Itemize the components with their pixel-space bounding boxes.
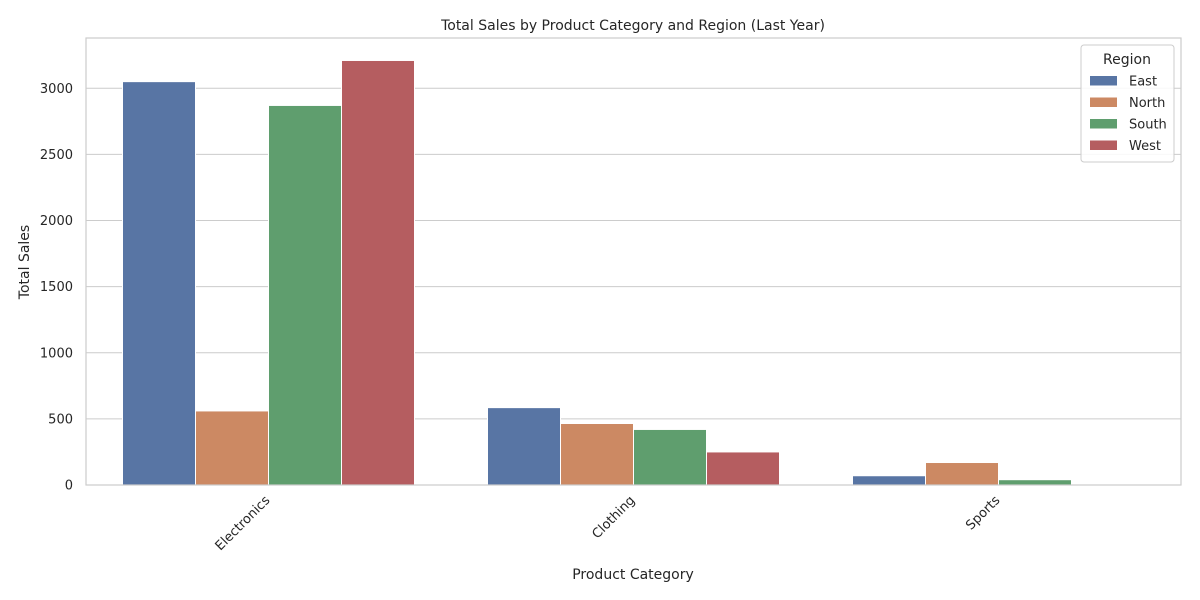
bars	[122, 59, 1072, 486]
legend-label-south: South	[1129, 118, 1167, 133]
y-tick-label: 500	[48, 412, 73, 427]
bar-electronics-north	[195, 410, 269, 486]
y-tick-label: 2000	[40, 214, 73, 229]
legend-label-west: West	[1129, 139, 1161, 154]
legend-swatch-south	[1090, 119, 1117, 129]
y-tick-label: 1000	[40, 346, 73, 361]
x-tick-label: Electronics	[213, 493, 274, 554]
x-tick-label: Clothing	[589, 493, 638, 542]
bar-clothing-south	[633, 428, 707, 486]
y-axis-label: Total Sales	[17, 225, 33, 300]
legend-label-north: North	[1129, 96, 1165, 111]
x-tick-label: Sports	[963, 493, 1003, 533]
x-axis-label: Product Category	[572, 567, 694, 583]
x-axis-ticks: Electronics Clothing Sports	[213, 493, 1004, 554]
y-tick-label: 3000	[40, 82, 73, 97]
bar-electronics-west	[341, 59, 415, 486]
chart-title: Total Sales by Product Category and Regi…	[440, 18, 825, 34]
y-tick-label: 2500	[40, 148, 73, 163]
bar-clothing-north	[560, 423, 634, 486]
legend-swatch-west	[1090, 140, 1117, 150]
bar-electronics-east	[122, 81, 196, 486]
y-tick-label: 1500	[40, 280, 73, 295]
bar-clothing-east	[487, 407, 561, 486]
bar-electronics-south	[268, 104, 342, 486]
legend-label-east: East	[1129, 75, 1157, 90]
plot-frame	[85, 37, 1182, 486]
legend-items: East North South West	[1090, 75, 1167, 154]
legend: Region East North South West	[1080, 44, 1175, 163]
bar-clothing-west	[706, 451, 780, 486]
legend-title: Region	[1103, 52, 1151, 68]
legend-swatch-east	[1090, 76, 1117, 86]
y-tick-label: 0	[65, 479, 73, 494]
legend-box	[1080, 44, 1175, 163]
legend-swatch-north	[1090, 97, 1117, 107]
bar-sports-north	[925, 462, 999, 486]
bar-sports-south	[998, 479, 1072, 486]
bar-sports-east	[852, 475, 926, 486]
y-axis-ticks: 0 500 1000 1500 2000 2500 3000	[40, 82, 73, 494]
